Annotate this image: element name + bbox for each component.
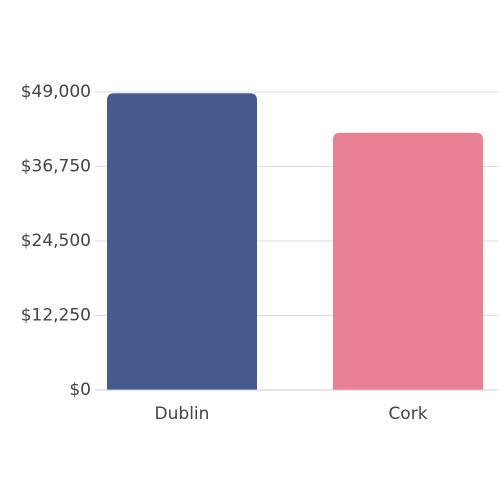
x-tick-label: Cork	[388, 404, 427, 424]
x-tick-label: Dublin	[155, 404, 210, 424]
y-tick-label: $36,750	[21, 157, 91, 177]
bar	[107, 93, 257, 391]
y-tick-label: $49,000	[21, 82, 91, 102]
y-tick-label: $0	[69, 380, 91, 400]
y-tick-label: $24,500	[21, 231, 91, 251]
y-tick-label: $12,250	[21, 306, 91, 326]
bar	[333, 132, 483, 390]
